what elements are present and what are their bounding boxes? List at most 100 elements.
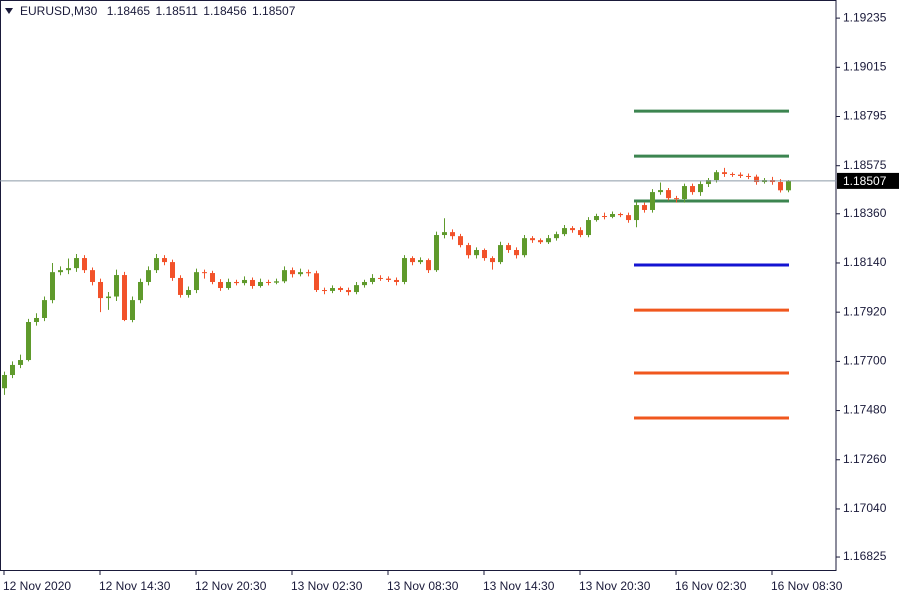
candle-body (274, 281, 279, 283)
candle-body (26, 322, 31, 361)
ohlc-high: 1.18511 (155, 4, 198, 18)
candle-body (690, 186, 695, 193)
candle-body (530, 238, 535, 241)
candle-body (714, 172, 719, 181)
candle-body (514, 250, 519, 256)
menu-triangle[interactable] (5, 8, 13, 14)
y-tick-label: 1.18360 (843, 206, 887, 220)
candle-body (146, 270, 151, 282)
candle-body (538, 240, 543, 243)
ohlc-close: 1.18507 (252, 4, 296, 18)
candle-body (170, 262, 175, 278)
candle-body (266, 281, 271, 283)
candle-body (682, 186, 687, 200)
y-tick-label: 1.19015 (843, 59, 887, 73)
candle-body (658, 190, 663, 193)
candle-body (42, 300, 47, 318)
y-tick-label: 1.17040 (843, 501, 887, 515)
x-tick-label: 13 Nov 08:30 (387, 579, 459, 593)
candle-body (106, 296, 111, 299)
candle-body (138, 281, 143, 301)
candle-body (466, 245, 471, 256)
candle-body (34, 317, 39, 323)
candle-body (474, 250, 479, 256)
candle-body (362, 281, 367, 286)
candle-body (738, 174, 743, 176)
candle-body (130, 300, 135, 320)
candle-body (306, 272, 311, 274)
x-tick-label: 12 Nov 2020 (3, 579, 71, 593)
candle-body (722, 172, 727, 174)
y-tick-label: 1.16825 (843, 549, 887, 563)
price-tag (837, 172, 899, 189)
candle-body (378, 277, 383, 279)
y-tick-label: 1.18140 (843, 255, 887, 269)
candle-body (154, 258, 159, 271)
candle-body (162, 258, 167, 263)
candle-body (634, 205, 639, 221)
y-tick-label: 1.17920 (843, 304, 887, 318)
candle-body (458, 236, 463, 246)
candle-body (346, 290, 351, 293)
candle-body (370, 277, 375, 282)
candle-body (122, 275, 127, 320)
candle-body (58, 270, 63, 273)
candle-body (786, 180, 791, 191)
candle-body (618, 214, 623, 216)
candle-body (90, 270, 95, 282)
candle-body (50, 272, 55, 301)
candle-body (314, 273, 319, 291)
candle-body (202, 272, 207, 274)
x-tick-label: 12 Nov 14:30 (99, 579, 171, 593)
x-tick-label: 12 Nov 20:30 (195, 579, 267, 593)
candle-body (10, 364, 15, 376)
x-tick-label: 13 Nov 14:30 (483, 579, 555, 593)
plot-layer (0, 109, 836, 420)
candle-body (18, 360, 23, 365)
y-tick-label: 1.18795 (843, 109, 887, 123)
y-tick-label: 1.18575 (843, 158, 887, 172)
candle-body (642, 205, 647, 210)
candle-body (410, 258, 415, 263)
candle-body (2, 375, 7, 389)
candle-body (754, 176, 759, 183)
candle-body (242, 279, 247, 284)
candle-body (522, 238, 527, 256)
candle-body (650, 192, 655, 210)
candle-body (186, 290, 191, 295)
candle-body (226, 281, 231, 289)
header: EURUSD,M30 1.18465 1.18511 1.18456 1.185… (20, 4, 296, 18)
candle-body (98, 281, 103, 299)
candle-body (402, 258, 407, 282)
candle-body (586, 220, 591, 236)
x-tick-label: 16 Nov 08:30 (771, 579, 843, 593)
candle-body (426, 260, 431, 271)
candle-body (74, 258, 79, 269)
candle-body (610, 214, 615, 217)
y-tick-label: 1.17260 (843, 452, 887, 466)
candle-body (234, 281, 239, 284)
x-tick-label: 13 Nov 20:30 (579, 579, 651, 593)
candle-body (482, 250, 487, 259)
x-tick-label: 16 Nov 02:30 (675, 579, 747, 593)
candle-body (290, 270, 295, 275)
candle-body (386, 278, 391, 280)
candle-body (570, 228, 575, 231)
candle-body (82, 258, 87, 271)
candle-body (282, 270, 287, 282)
y-tick-label: 1.17480 (843, 403, 887, 417)
candle-body (746, 175, 751, 177)
candle-body (418, 260, 423, 263)
candle-body (218, 281, 223, 289)
y-tick-label: 1.17700 (843, 354, 887, 368)
candle-body (450, 232, 455, 237)
candle-body (354, 285, 359, 293)
candle-body (594, 216, 599, 221)
candle-body (626, 215, 631, 221)
candle-body (258, 281, 263, 287)
candle-body (506, 245, 511, 251)
candle-body (66, 268, 71, 271)
candle-body (490, 258, 495, 263)
